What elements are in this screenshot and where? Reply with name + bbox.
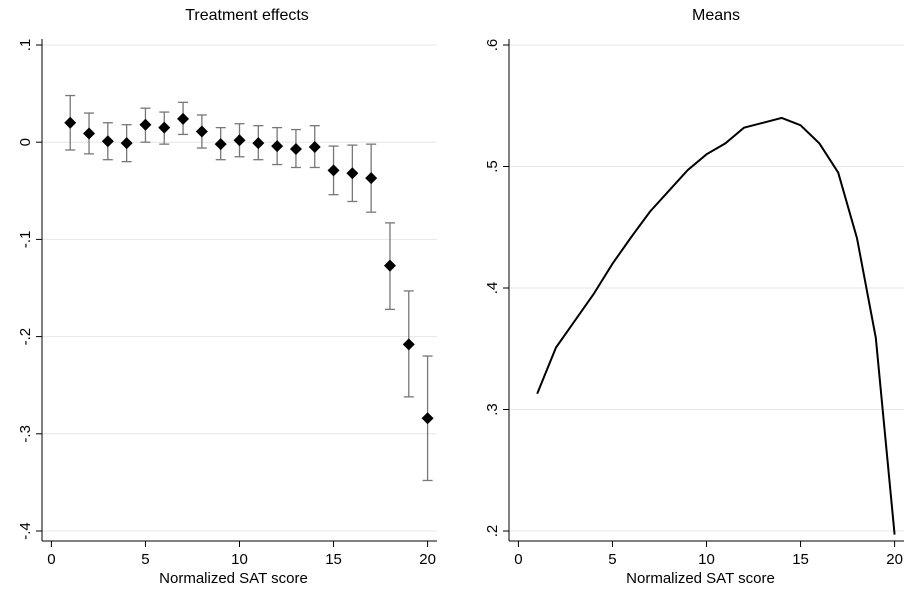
x-axis-title: Normalized SAT score [159,570,308,587]
y-tick-label: .2 [484,525,501,538]
data-point [83,127,96,140]
y-tick-label: .4 [484,282,501,295]
data-point [383,259,396,272]
y-tick-label: -.2 [17,328,34,346]
series-line [536,116,896,535]
data-point [402,338,415,351]
data-point [421,412,434,425]
data-point [308,141,321,154]
x-axis-title: Normalized SAT score [626,570,775,587]
x-tick-label: 20 [419,551,436,568]
data-point [365,172,378,185]
data-point [120,137,133,150]
data-point [64,116,77,129]
x-tick-label: 10 [698,551,715,568]
data-point [177,112,190,125]
chart-panel-1: Treatment effects .1 0 -.1 -.2 -.3 -.4 0 5 10 15 20… [17,7,437,587]
data-point [233,134,246,147]
y-tick-label: -.3 [17,425,34,443]
y-tick-label: .5 [484,160,501,173]
x-tick-label: 0 [47,551,55,568]
y-tick-label: -.1 [17,231,34,249]
data-point [271,140,284,153]
chart-panel-2: Means .6 .5 .4 .3 .2 0 5 10 15 20 Normalized SAT sc… [484,7,904,587]
y-tick-label: 0 [17,138,34,146]
chart-title: Means [692,7,740,24]
data-point [327,164,340,177]
data-point [158,121,171,134]
x-tick-label: 5 [141,551,149,568]
data-point [346,167,359,180]
y-tick-label: .1 [17,39,34,52]
x-tick-label: 10 [231,551,248,568]
data-point [252,137,265,150]
y-tick-label: -.4 [17,522,34,540]
data-point [139,118,152,131]
x-tick-label: 15 [325,551,342,568]
y-tick-label: .6 [484,39,501,52]
data-point [289,143,302,156]
data-point [101,135,114,148]
x-tick-label: 15 [792,551,809,568]
data-point [195,125,208,138]
chart-title: Treatment effects [185,7,309,24]
x-tick-label: 5 [608,551,616,568]
y-tick-label: .3 [484,403,501,416]
data-point [214,138,227,151]
x-tick-label: 20 [886,551,903,568]
x-tick-label: 0 [514,551,522,568]
